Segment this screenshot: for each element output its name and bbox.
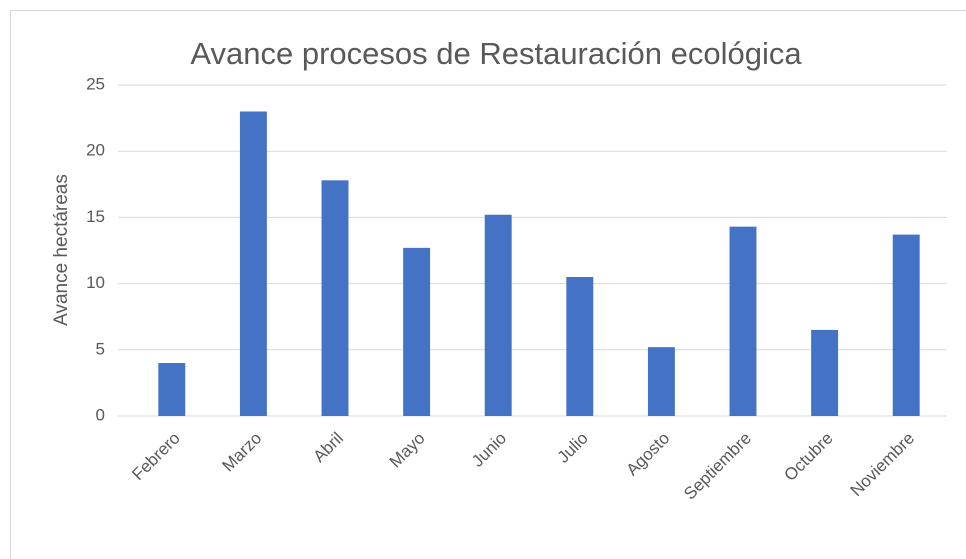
y-tick-label: 25: [86, 74, 105, 93]
bar: [729, 226, 757, 416]
y-tick-label: 5: [96, 339, 105, 358]
bar: [647, 347, 675, 416]
y-tick-label: 0: [96, 405, 105, 424]
bar: [566, 276, 594, 416]
bar: [892, 234, 920, 416]
y-tick-label: 20: [86, 141, 105, 160]
bar: [484, 214, 512, 416]
bar: [158, 363, 186, 416]
bar: [811, 329, 839, 416]
y-axis-label: Avance hectáreas: [51, 174, 72, 326]
bar: [403, 247, 431, 416]
bar: [321, 180, 349, 416]
y-tick-label: 10: [86, 273, 105, 292]
chart-title: Avance procesos de Restauración ecológic…: [190, 36, 802, 71]
bar: [239, 111, 267, 416]
y-tick-label: 15: [86, 207, 105, 226]
